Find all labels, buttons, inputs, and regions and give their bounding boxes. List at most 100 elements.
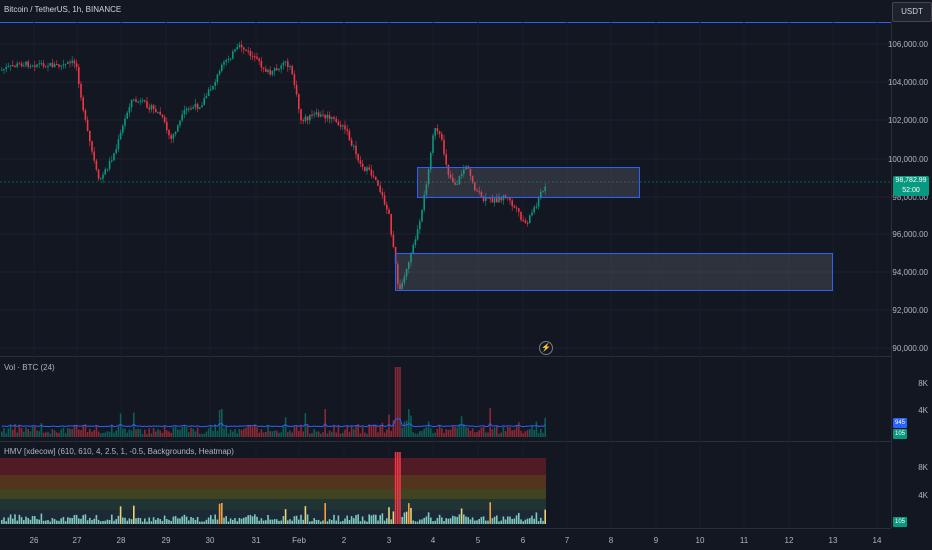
candle-body: [40, 63, 43, 65]
volume-bar: [502, 426, 505, 437]
volume-bar: [102, 432, 104, 437]
hmv-bar: [518, 512, 520, 524]
hmv-bar: [82, 515, 84, 524]
hmv-bar: [333, 514, 335, 524]
candle-body: [227, 59, 230, 61]
zone-box-lower[interactable]: [395, 253, 833, 291]
volume-bar: [38, 431, 40, 437]
candle-body: [456, 183, 458, 185]
hmv-bar: [256, 516, 258, 524]
hmv-bar: [36, 519, 38, 524]
currency-button[interactable]: USDT: [892, 2, 932, 22]
header-bar: Bitcoin / TetherUS, 1h, BINANCE: [0, 0, 891, 23]
candle-body: [271, 71, 274, 75]
volume-bar: [379, 425, 381, 437]
volume-bar: [370, 425, 373, 437]
volume-bar: [339, 433, 342, 437]
hmv-bar: [335, 520, 337, 524]
hmv-value-tag: 105: [893, 517, 907, 527]
symbol-title[interactable]: Bitcoin / TetherUS, 1h, BINANCE: [4, 5, 122, 14]
candle-body: [69, 62, 71, 64]
candle-body: [256, 56, 258, 59]
hmv-bar: [447, 518, 450, 524]
candle-body: [95, 160, 98, 170]
candle-body: [410, 253, 412, 263]
candle-body: [115, 149, 117, 154]
volume-bar: [458, 424, 461, 437]
volume-bar: [130, 430, 133, 437]
candle-body: [148, 107, 150, 110]
volume-bar: [511, 430, 513, 437]
candle-body: [542, 190, 544, 192]
volume-bar: [421, 430, 423, 437]
volume-bar: [238, 428, 241, 437]
volume-bar: [227, 433, 230, 437]
candle-body: [337, 121, 340, 126]
candle-body: [390, 214, 392, 235]
hmv-bar: [375, 514, 377, 524]
hmv-bar: [75, 514, 78, 524]
volume-bar: [234, 429, 236, 437]
volume-bar: [454, 426, 456, 437]
hmv-bar: [23, 520, 25, 524]
volume-bar: [408, 409, 410, 437]
candle-body: [25, 61, 27, 66]
hmv-bar: [416, 521, 419, 524]
candle-body: [298, 94, 300, 110]
hmv-bar: [179, 518, 181, 524]
volume-bar: [20, 427, 23, 437]
candle-body: [287, 61, 289, 68]
candle-body: [122, 125, 124, 133]
volume-bar: [23, 431, 25, 437]
volume-bar: [161, 432, 164, 437]
hmv-bar: [91, 520, 93, 524]
hmv-bar: [313, 518, 315, 524]
hmv-bar: [71, 518, 73, 524]
time-label: 3: [386, 536, 392, 545]
candle-body: [137, 101, 139, 103]
hmv-bar: [9, 514, 12, 524]
pane-divider-hmv[interactable]: [0, 441, 891, 442]
hmv-bar: [5, 521, 7, 524]
candle-body: [218, 70, 221, 75]
hmv-bar: [199, 521, 201, 524]
zone-box-upper[interactable]: [417, 167, 640, 198]
volume-bar: [449, 429, 452, 437]
volume-bar: [337, 425, 340, 437]
candle-body: [93, 151, 95, 161]
time-label: 5: [475, 536, 481, 545]
hmv-bar: [344, 518, 346, 524]
hmv-bar: [62, 516, 65, 524]
chart-canvas[interactable]: [0, 0, 891, 528]
current-price-tag[interactable]: 98,782.99 52:00: [893, 176, 929, 196]
pane-divider-volume[interactable]: [0, 356, 891, 357]
candle-body: [276, 68, 278, 70]
volume-bar: [12, 429, 14, 437]
hmv-bar: [386, 518, 388, 524]
hmv-bar: [357, 514, 359, 524]
candle-body: [106, 168, 109, 170]
candle-body: [45, 66, 47, 68]
hmv-indicator-label[interactable]: HMV [xdecow] (610, 610, 4, 2.5, 1, -0.5,…: [4, 447, 234, 456]
hmv-bar: [135, 518, 137, 524]
candle-body: [12, 65, 14, 67]
hmv-bar: [485, 520, 487, 524]
candle-body: [170, 135, 172, 139]
candle-body: [73, 60, 76, 64]
candle-body: [419, 221, 421, 230]
candle-body: [7, 66, 10, 68]
volume-bar: [122, 428, 124, 437]
lightning-icon[interactable]: ⚡: [539, 341, 553, 355]
volume-bar: [170, 432, 172, 437]
hmv-bar: [100, 521, 102, 524]
candle-body: [353, 145, 355, 147]
volume-bar: [537, 433, 540, 437]
candle-body: [49, 62, 51, 66]
hmv-bar: [449, 518, 452, 524]
volume-value-tag: 105: [893, 429, 907, 439]
hmv-bar: [254, 514, 256, 524]
volume-bar: [168, 431, 170, 437]
candle-body: [333, 117, 335, 119]
candle-body: [84, 110, 87, 120]
volume-indicator-label[interactable]: Vol · BTC (24): [4, 363, 55, 372]
